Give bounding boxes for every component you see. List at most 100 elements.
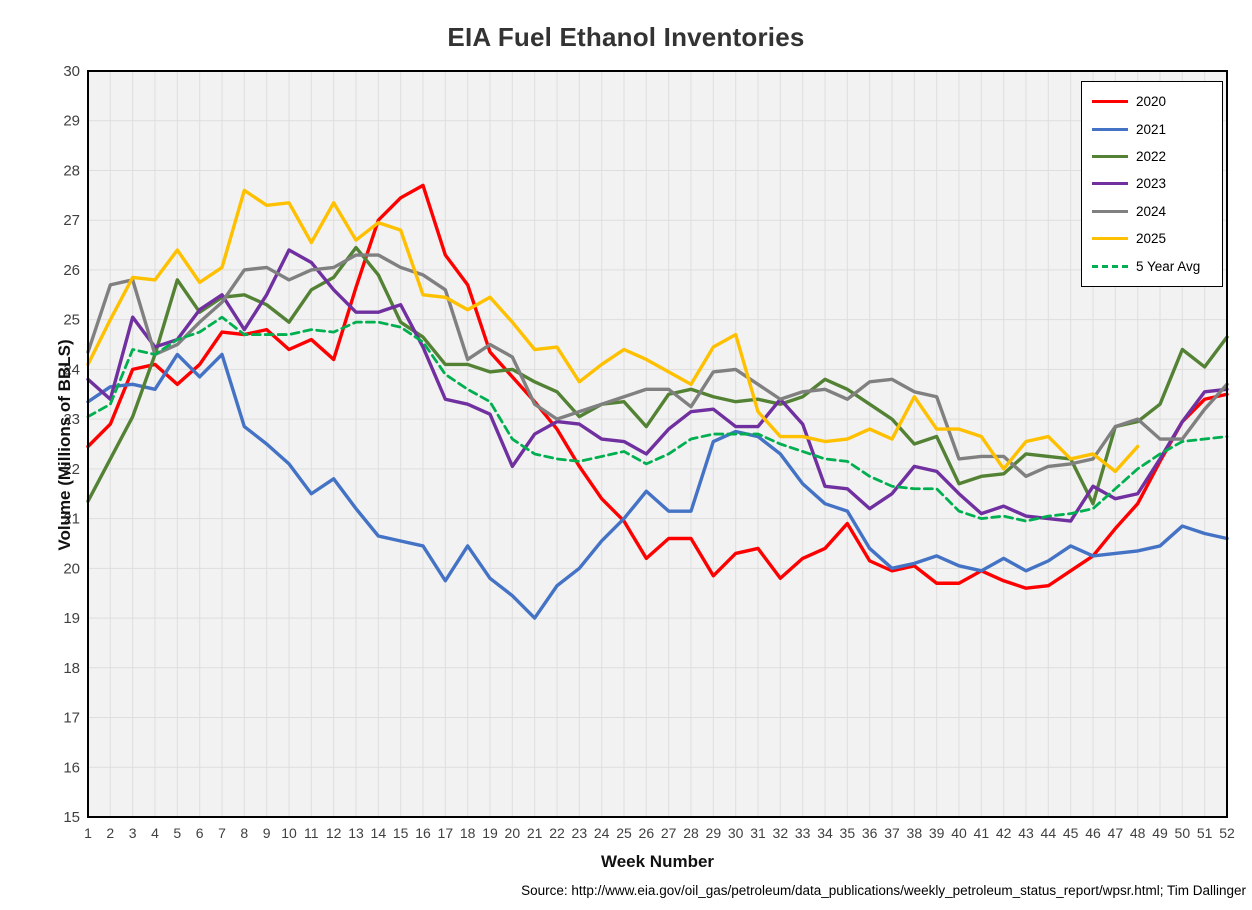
y-tick-label: 16 [63, 759, 80, 776]
legend-line-swatch [1092, 155, 1128, 159]
legend-entry-5-year-avg: 5 Year Avg [1092, 255, 1222, 277]
y-tick-label: 24 [63, 361, 80, 378]
x-tick-label: 48 [1130, 825, 1146, 841]
legend-line-swatch [1092, 209, 1128, 213]
x-tick-label: 13 [348, 825, 364, 841]
legend-entry-2022: 2022 [1092, 146, 1222, 168]
x-tick-label: 20 [505, 825, 521, 841]
x-tick-label: 31 [750, 825, 766, 841]
x-tick-label: 23 [572, 825, 588, 841]
x-tick-label: 32 [773, 825, 789, 841]
x-tick-label: 45 [1063, 825, 1079, 841]
x-tick-label: 33 [795, 825, 811, 841]
x-tick-label: 28 [683, 825, 699, 841]
y-tick-label: 26 [63, 262, 80, 279]
legend-label: 2025 [1136, 231, 1167, 247]
x-tick-label: 10 [281, 825, 297, 841]
x-tick-label: 7 [218, 825, 226, 841]
x-tick-label: 34 [817, 825, 833, 841]
x-tick-label: 19 [482, 825, 498, 841]
x-tick-label: 16 [415, 825, 431, 841]
legend-entry-2020: 2020 [1092, 91, 1222, 113]
x-tick-label: 50 [1175, 825, 1191, 841]
legend: 2020 2021 2022 2023 2024 2025 5 Year Avg [1081, 81, 1223, 287]
x-tick-label: 47 [1108, 825, 1124, 841]
series-line-2020 [86, 183, 1229, 590]
legend-line-swatch [1092, 127, 1128, 131]
x-tick-label: 14 [371, 825, 387, 841]
x-tick-label: 40 [951, 825, 967, 841]
legend-line-swatch [1092, 182, 1128, 186]
x-tick-label: 29 [706, 825, 722, 841]
y-tick-label: 19 [63, 610, 80, 627]
x-tick-label: 22 [549, 825, 565, 841]
legend-label: 5 Year Avg [1136, 258, 1201, 274]
x-tick-label: 11 [304, 825, 319, 841]
source-note: Source: http://www.eia.gov/oil_gas/petro… [521, 883, 1246, 898]
x-tick-label: 21 [527, 825, 543, 841]
x-tick-label: 17 [438, 825, 454, 841]
x-tick-label: 12 [326, 825, 342, 841]
x-tick-label: 51 [1197, 825, 1213, 841]
y-tick-label: 21 [63, 511, 80, 528]
legend-label: 2022 [1136, 149, 1167, 165]
y-tick-label: 29 [63, 113, 80, 130]
legend-label: 2023 [1136, 176, 1167, 192]
y-tick-label: 22 [63, 461, 80, 478]
legend-label: 2021 [1136, 121, 1167, 137]
y-tick-label: 15 [63, 809, 80, 826]
y-tick-label: 25 [63, 312, 80, 329]
legend-line-swatch [1092, 264, 1128, 268]
x-tick-label: 37 [884, 825, 900, 841]
series-line-2021 [86, 352, 1229, 620]
y-tick-label: 20 [63, 560, 80, 577]
x-tick-label: 2 [106, 825, 114, 841]
x-tick-label: 15 [393, 825, 409, 841]
x-tick-label: 25 [616, 825, 632, 841]
x-tick-label: 9 [263, 825, 271, 841]
x-tick-label: 18 [460, 825, 476, 841]
plot-border [87, 70, 1228, 818]
x-tick-label: 30 [728, 825, 744, 841]
x-tick-label: 52 [1219, 825, 1235, 841]
x-tick-label: 1 [84, 825, 92, 841]
x-tick-label: 43 [1018, 825, 1034, 841]
y-axis-title: Volume (Millions of BBLS) [55, 339, 74, 551]
legend-entry-2024: 2024 [1092, 200, 1222, 222]
series-line-5-year-avg [86, 315, 1229, 523]
x-tick-label: 36 [862, 825, 878, 841]
legend-line-swatch [1092, 100, 1128, 104]
series-line-2024 [86, 253, 1229, 479]
y-tick-label: 28 [63, 162, 80, 179]
legend-label: 2024 [1136, 203, 1167, 219]
x-tick-label: 46 [1085, 825, 1101, 841]
x-tick-label: 39 [929, 825, 945, 841]
y-tick-label: 18 [63, 660, 80, 677]
x-tick-label: 5 [173, 825, 181, 841]
x-tick-label: 38 [907, 825, 923, 841]
legend-entry-2023: 2023 [1092, 173, 1222, 195]
chart-title: EIA Fuel Ethanol Inventories [447, 22, 805, 52]
x-tick-label: 44 [1041, 825, 1057, 841]
x-tick-label: 24 [594, 825, 610, 841]
legend-entry-2025: 2025 [1092, 228, 1222, 250]
x-tick-label: 3 [129, 825, 137, 841]
y-tick-label: 23 [63, 411, 80, 428]
legend-entry-2021: 2021 [1092, 118, 1222, 140]
series-line-2025 [86, 188, 1140, 474]
legend-line-swatch [1092, 237, 1128, 241]
x-tick-label: 27 [661, 825, 677, 841]
legend-label: 2020 [1136, 94, 1167, 110]
x-tick-label: 35 [840, 825, 856, 841]
x-tick-label: 4 [151, 825, 159, 841]
x-tick-label: 6 [196, 825, 204, 841]
series-line-2022 [86, 245, 1229, 506]
x-tick-label: 41 [974, 825, 990, 841]
x-tick-label: 49 [1152, 825, 1168, 841]
x-axis-title: Week Number [600, 852, 715, 871]
y-tick-label: 30 [63, 63, 80, 80]
x-tick-label: 8 [240, 825, 248, 841]
x-tick-label: 26 [639, 825, 655, 841]
